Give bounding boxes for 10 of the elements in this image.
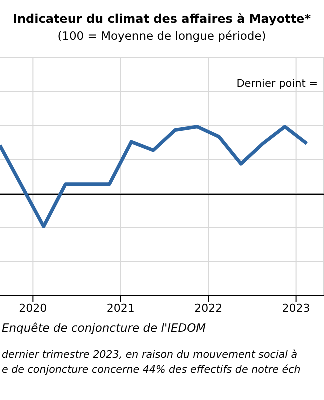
chart-title: Indicateur du climat des affaires à Mayotte* [12,12,312,26]
x-tick-label: 2021 [106,302,135,315]
x-tick-label: 2023 [282,302,310,315]
chart-subtitle: (100 = Moyenne de longue période) [56,29,268,43]
text: dernier trimestre 2023, en raison du mouvement social à [2,349,298,361]
x-tick-label: 2020 [19,302,48,315]
text: Enquête de conjoncture de l'IEDOM [2,321,206,335]
x-tick-label: 2022 [194,302,223,315]
text: e de conjoncture concerne 44% des effectifs de notre éch [2,364,301,376]
text: Dernier point = [236,78,318,90]
